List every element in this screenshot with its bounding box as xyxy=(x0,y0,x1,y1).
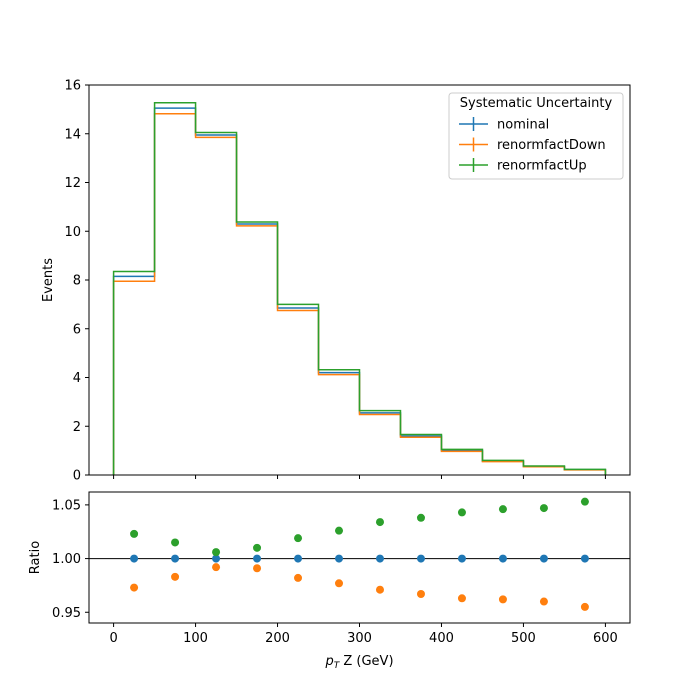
top-ytick-label: 8 xyxy=(73,274,81,289)
top-ytick-label: 6 xyxy=(73,322,81,337)
ratio-point-renormfactDown xyxy=(498,595,507,604)
ratio-point-renormfactUp xyxy=(294,534,303,543)
ratio-point-renormfactUp xyxy=(580,497,589,506)
top-plot-frame xyxy=(88,84,631,476)
bottom-xtick-label: 100 xyxy=(183,631,208,646)
legend-label-renormfactDown: renormfactDown xyxy=(497,138,606,153)
bottom-xtick-label: 300 xyxy=(347,631,372,646)
legend-box xyxy=(448,92,624,180)
legend-title: Systematic Uncertainty xyxy=(460,96,613,111)
ratio-point-renormfactDown xyxy=(171,572,180,581)
x-axis-label-subscript: T xyxy=(334,661,341,671)
ratio-point-nominal xyxy=(335,554,344,563)
bottom-ytick-label: 1.05 xyxy=(52,498,81,513)
ratio-point-renormfactUp xyxy=(171,538,180,547)
x-axis-label-main: p xyxy=(324,654,333,669)
bottom-plot-frame xyxy=(88,491,631,624)
top-ytick-label: 4 xyxy=(73,371,81,386)
ratio-point-renormfactUp xyxy=(498,505,507,514)
ratio-point-renormfactDown xyxy=(253,564,262,573)
top-ytick-label: 0 xyxy=(73,469,81,484)
bottom-xtick-label: 600 xyxy=(593,631,618,646)
ratio-point-renormfactUp xyxy=(335,526,344,535)
ratio-point-nominal xyxy=(498,554,507,563)
top-ytick-label: 16 xyxy=(64,79,81,94)
bottom-xtick-label: 400 xyxy=(429,631,454,646)
ratio-point-renormfactDown xyxy=(294,573,303,582)
ratio-point-renormfactDown xyxy=(375,585,384,594)
ratio-point-renormfactDown xyxy=(457,594,466,603)
ratio-point-renormfactDown xyxy=(130,583,139,592)
top-ytick-label: 10 xyxy=(64,225,81,240)
ratio-point-renormfactDown xyxy=(416,590,425,599)
ratio-point-renormfactUp xyxy=(375,518,384,527)
legend-label-renormfactUp: renormfactUp xyxy=(497,159,587,174)
top-ytick-label: 2 xyxy=(73,420,81,435)
bottom-xtick-label: 200 xyxy=(265,631,290,646)
ratio-point-renormfactUp xyxy=(457,508,466,517)
ratio-point-renormfactUp xyxy=(539,504,548,513)
x-axis-label-rest: Z (GeV) xyxy=(339,654,393,669)
bottom-ytick-label: 0.95 xyxy=(52,606,81,621)
ratio-point-nominal xyxy=(539,554,548,563)
ratio-point-nominal xyxy=(253,554,262,563)
legend-label-nominal: nominal xyxy=(497,118,549,133)
ratio-point-renormfactDown xyxy=(212,563,221,572)
ratio-point-renormfactUp xyxy=(416,513,425,522)
ratio-point-nominal xyxy=(130,554,139,563)
ratio-point-nominal xyxy=(580,554,589,563)
ratio-point-nominal xyxy=(294,554,303,563)
ratio-point-renormfactUp xyxy=(212,548,221,557)
ratio-point-nominal xyxy=(457,554,466,563)
bottom-y-axis-label: Ratio xyxy=(28,541,43,574)
ratio-point-renormfactUp xyxy=(130,529,139,538)
bottom-xtick-label: 500 xyxy=(511,631,536,646)
ratio-point-renormfactUp xyxy=(253,543,262,552)
top-y-axis-label: Events xyxy=(41,258,56,302)
histogram-renormfactUp xyxy=(112,102,607,475)
ratio-point-nominal xyxy=(416,554,425,563)
ratio-point-renormfactDown xyxy=(335,579,344,588)
ratio-point-renormfactDown xyxy=(580,602,589,611)
ratio-point-nominal xyxy=(212,554,221,563)
top-ytick-label: 14 xyxy=(64,127,81,142)
bottom-ytick-label: 1.00 xyxy=(52,552,81,567)
ratio-point-nominal xyxy=(375,554,384,563)
ratio-point-nominal xyxy=(171,554,180,563)
top-ytick-label: 12 xyxy=(64,176,81,191)
bottom-xtick-label: 0 xyxy=(109,631,117,646)
x-axis-label: pT Z (GeV) xyxy=(324,654,393,671)
ratio-point-renormfactDown xyxy=(539,597,548,606)
